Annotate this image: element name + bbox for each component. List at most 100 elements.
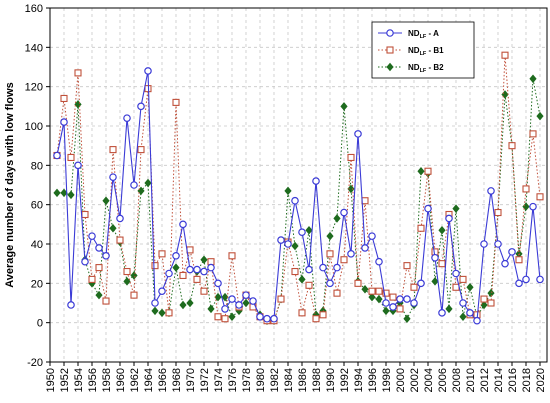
- data-point: [277, 295, 285, 303]
- x-tick-label: 1996: [367, 368, 379, 392]
- data-point: [410, 283, 418, 291]
- data-point: [130, 181, 138, 189]
- data-point: [375, 257, 383, 266]
- data-point: [326, 231, 334, 241]
- data-point: [508, 248, 516, 256]
- data-point: [291, 267, 299, 276]
- data-point: [88, 275, 96, 283]
- data-point: [487, 299, 495, 307]
- y-tick-label: 160: [25, 3, 43, 15]
- data-point: [431, 253, 439, 262]
- x-tick-label: 1966: [157, 368, 169, 392]
- data-point: [375, 294, 383, 304]
- legend-entry: NDLF - B2: [378, 62, 444, 74]
- series-line: [56, 55, 541, 322]
- data-point: [396, 295, 404, 303]
- data-point: [375, 287, 383, 295]
- data-point: [305, 281, 313, 289]
- legend-label: NDLF - A: [408, 29, 439, 40]
- plot-area: [49, 7, 548, 363]
- x-tick-label: 1978: [241, 368, 253, 392]
- x-axis-ticks: 1950 1952 1954 1956 1958 1960 1962 1964 1966 1968…: [45, 362, 547, 392]
- data-point: [123, 267, 131, 276]
- series-a: [53, 67, 544, 325]
- x-tick-label: 2010: [465, 368, 477, 392]
- data-point: [424, 167, 432, 175]
- data-point: [347, 153, 355, 162]
- x-tick-label: 1976: [227, 368, 239, 392]
- data-point: [466, 283, 474, 292]
- x-tick-label: 2020: [535, 368, 547, 392]
- data-point: [389, 303, 397, 311]
- y-tick-label: 60: [31, 200, 43, 212]
- data-point: [214, 292, 222, 302]
- data-point: [249, 297, 257, 305]
- data-point: [242, 291, 250, 299]
- data-point: [536, 275, 544, 284]
- data-point: [354, 130, 362, 138]
- data-point: [172, 252, 180, 260]
- data-point: [382, 306, 390, 316]
- data-point: [326, 279, 334, 288]
- data-point: [256, 312, 264, 321]
- data-point: [361, 244, 369, 252]
- data-point: [228, 295, 236, 303]
- data-point: [305, 225, 313, 235]
- data-point: [536, 111, 544, 121]
- legend-marker: [386, 46, 394, 54]
- data-point: [396, 305, 404, 313]
- y-tick-label: 40: [31, 239, 43, 251]
- data-point: [536, 193, 544, 201]
- series-line: [56, 70, 541, 323]
- data-point: [445, 214, 453, 223]
- data-point: [165, 309, 173, 317]
- x-tick-label: 1988: [311, 368, 323, 392]
- data-point: [438, 260, 446, 268]
- data-point: [158, 308, 166, 318]
- y-axis-ticks: -20 0 20 40 60 80 100 120 140 160: [25, 3, 50, 369]
- data-point: [95, 244, 103, 252]
- data-point: [137, 102, 145, 111]
- data-point: [431, 277, 439, 286]
- data-point: [403, 262, 411, 270]
- data-point: [298, 228, 306, 237]
- data-point: [501, 259, 509, 268]
- data-point: [179, 220, 187, 229]
- data-point: [438, 225, 446, 235]
- data-point: [298, 309, 306, 317]
- data-point: [67, 153, 75, 162]
- data-point: [487, 187, 495, 195]
- y-tick-label: 100: [25, 121, 43, 133]
- data-point: [144, 67, 152, 75]
- data-point: [151, 306, 159, 316]
- data-point: [389, 293, 397, 301]
- x-tick-label: 1974: [213, 368, 225, 392]
- x-tick-label: 2018: [521, 368, 533, 392]
- data-point: [193, 265, 201, 274]
- x-tick-label: 2002: [409, 368, 421, 392]
- data-point: [452, 269, 460, 278]
- data-point: [95, 290, 103, 300]
- data-point: [186, 265, 194, 274]
- x-tick-label: 2006: [437, 368, 449, 392]
- data-point: [81, 210, 89, 219]
- data-point: [347, 250, 355, 258]
- data-point: [207, 304, 215, 314]
- data-point: [74, 69, 82, 77]
- data-point: [116, 214, 124, 223]
- data-point: [102, 252, 110, 260]
- data-point: [515, 256, 523, 264]
- data-point: [284, 240, 292, 248]
- y-tick-label: -20: [27, 357, 43, 369]
- data-point: [172, 98, 180, 106]
- data-point: [74, 161, 82, 170]
- x-tick-label: 1970: [185, 368, 197, 392]
- data-point: [417, 166, 425, 176]
- data-point: [459, 312, 467, 322]
- data-point: [102, 196, 110, 205]
- x-tick-label: 1994: [353, 368, 365, 392]
- data-point: [186, 246, 194, 254]
- data-point: [368, 292, 376, 302]
- data-point: [494, 208, 502, 217]
